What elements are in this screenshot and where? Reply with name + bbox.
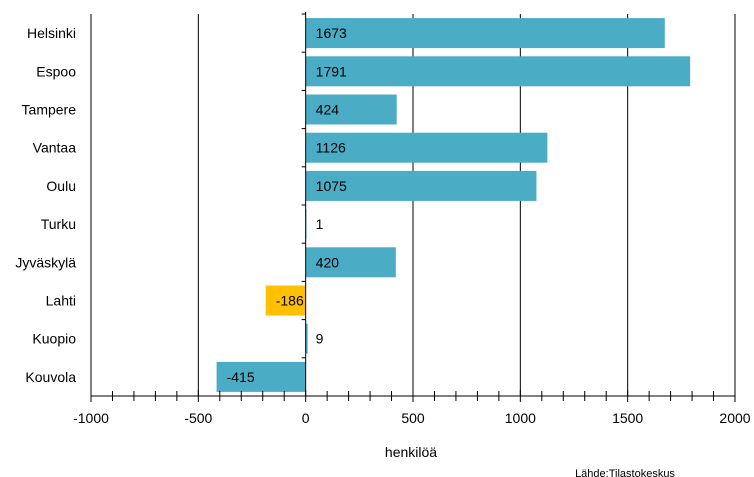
x-tick-label: 0 xyxy=(302,410,310,426)
tick-labels: -1000 -500 0 500 1000 1500 2000 xyxy=(73,410,751,426)
value-label: 1 xyxy=(316,216,324,232)
category-label: Tampere xyxy=(22,102,77,118)
bar-jyväskylä xyxy=(305,247,396,278)
value-label: -415 xyxy=(227,369,255,385)
category-label: Turku xyxy=(41,216,76,232)
category-label: Kuopio xyxy=(32,331,76,347)
value-label: 9 xyxy=(316,331,324,347)
bar-kuopio xyxy=(305,323,308,354)
x-axis-title: henkilöä xyxy=(385,444,437,460)
value-label: 424 xyxy=(316,102,340,118)
bars xyxy=(216,18,691,392)
x-tick-label: -500 xyxy=(184,410,212,426)
x-tick-label: 1500 xyxy=(612,410,643,426)
bar-tampere xyxy=(305,94,397,125)
category-label: Espoo xyxy=(36,63,76,79)
category-label: Jyväskylä xyxy=(15,254,76,270)
source-note: Lähde:Tilastokeskus xyxy=(575,468,675,477)
value-label: 1673 xyxy=(316,25,347,41)
x-tick-label: 500 xyxy=(401,410,425,426)
bar-helsinki xyxy=(305,18,665,49)
category-label: Lahti xyxy=(46,293,76,309)
value-label: -186 xyxy=(276,293,304,309)
bar-vantaa xyxy=(305,132,548,163)
value-labels: 1673 1791 424 1126 1075 1 420 -186 9 -415 xyxy=(227,25,347,385)
category-label: Vantaa xyxy=(33,140,77,156)
bar-espoo xyxy=(305,56,691,87)
category-label: Helsinki xyxy=(27,25,76,41)
category-labels: Helsinki Espoo Tampere Vantaa Oulu Turku Jyväs… xyxy=(15,25,76,385)
category-label: Oulu xyxy=(46,178,76,194)
value-label: 1075 xyxy=(316,178,347,194)
value-label: 1791 xyxy=(316,63,347,79)
bar-kouvola xyxy=(216,361,306,392)
bar-lahti xyxy=(265,285,306,316)
x-tick-label: 2000 xyxy=(719,410,750,426)
category-label: Kouvola xyxy=(25,369,76,385)
x-tick-label: -1000 xyxy=(73,410,109,426)
value-label: 420 xyxy=(316,254,340,270)
x-axis xyxy=(90,12,736,402)
x-tick-label: 1000 xyxy=(505,410,536,426)
bar-oulu xyxy=(305,170,537,201)
value-label: 1126 xyxy=(316,140,346,156)
